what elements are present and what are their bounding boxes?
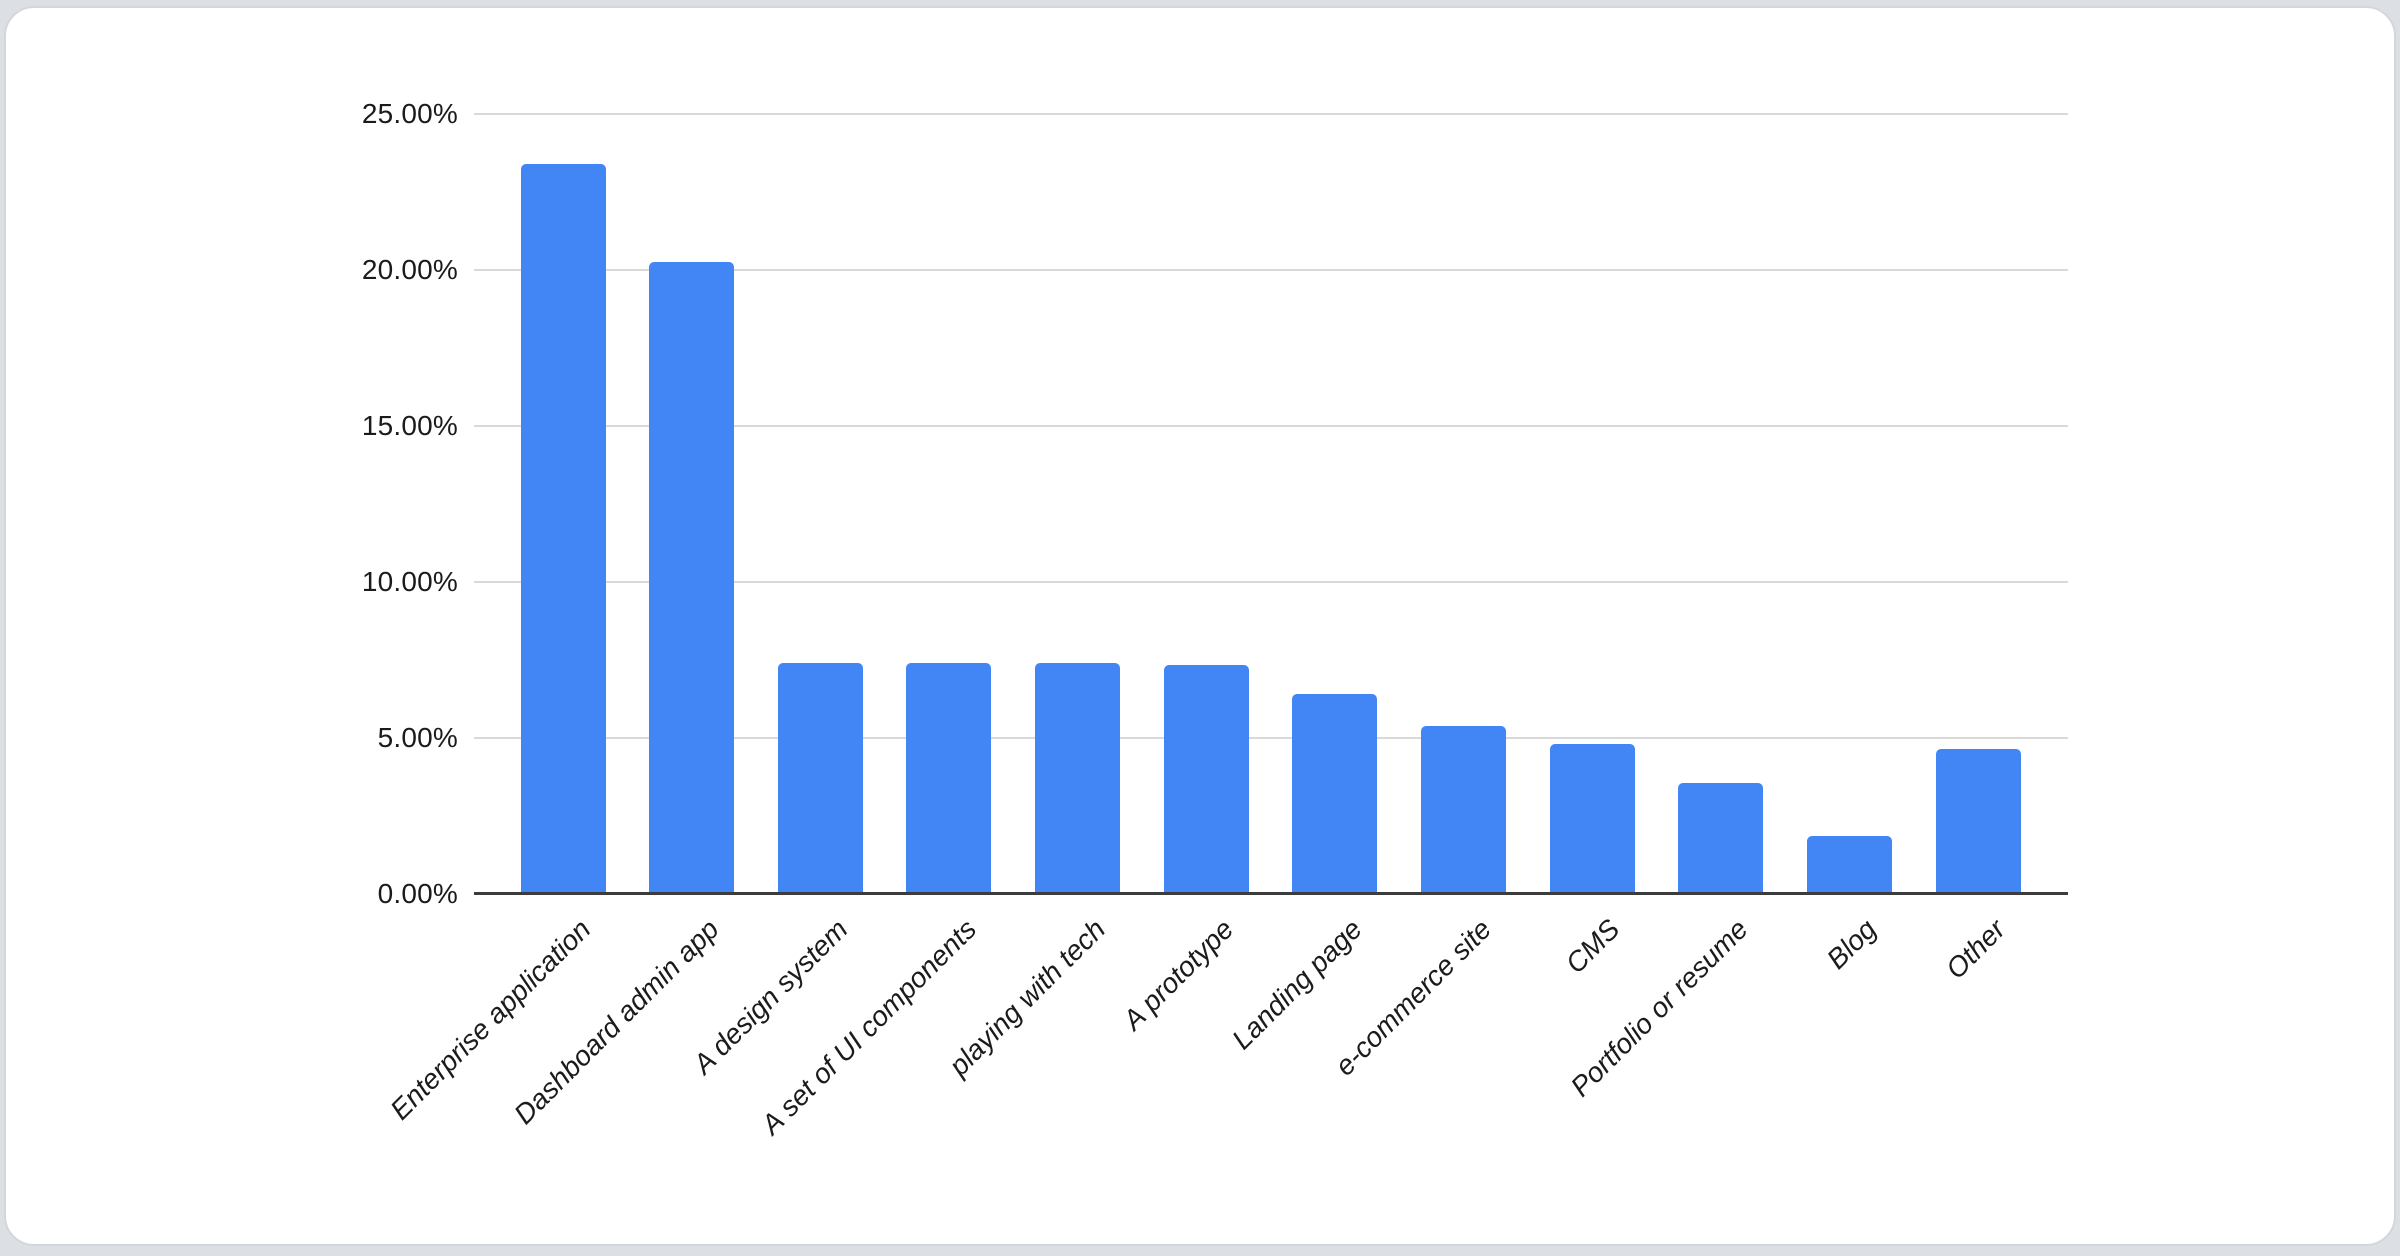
y-tick-label-25-00: 25.00% [361,98,458,129]
y-tick-label-0-00: 0.00% [377,878,458,909]
x-axis-label-text: A prototype [1116,913,1240,1036]
bar-e-commerce-site[interactable] [1420,725,1506,892]
y-tick-label-20-00: 20.00% [361,254,458,285]
bar-enterprise-application[interactable] [520,163,606,892]
x-axis-label-text: Landing page [1226,913,1369,1056]
bar-other[interactable] [1935,748,2021,892]
x-axis-line [474,892,2068,895]
x-axis-label-text: Blog [1821,913,1883,975]
bar-blog[interactable] [1806,836,1892,892]
bar-portfolio-or-resume[interactable] [1678,783,1764,892]
bar-chart: 0.00% 5.00% 10.00% 15.00% 20.00% 25.00% Enterp… [6,8,2394,1244]
gridline-5-00 [474,737,2068,739]
bar-landing-page[interactable] [1292,694,1378,892]
bar-a-set-of-ui-components[interactable] [906,663,992,892]
y-tick-label-10-00: 10.00% [361,566,458,597]
y-tick-label-5-00: 5.00% [377,722,458,753]
gridline-10-00 [474,581,2068,583]
gridline-20-00 [474,269,2068,271]
x-axis-label-text: A set of UI components [755,913,983,1141]
bar-a-prototype[interactable] [1163,664,1249,892]
x-axis-label-text: Other [1939,913,2012,985]
chart-card: 0.00% 5.00% 10.00% 15.00% 20.00% 25.00% Enterp… [4,6,2396,1246]
gridline-15-00 [474,425,2068,427]
bar-playing-with-tech[interactable] [1035,663,1121,892]
bar-a-design-system[interactable] [777,663,863,892]
bar-cms[interactable] [1549,744,1635,892]
y-tick-label-15-00: 15.00% [361,410,458,441]
gridline-25-00 [474,113,2068,115]
x-axis-label-text: CMS [1559,913,1626,980]
bar-dashboard-admin-app[interactable] [649,262,735,892]
